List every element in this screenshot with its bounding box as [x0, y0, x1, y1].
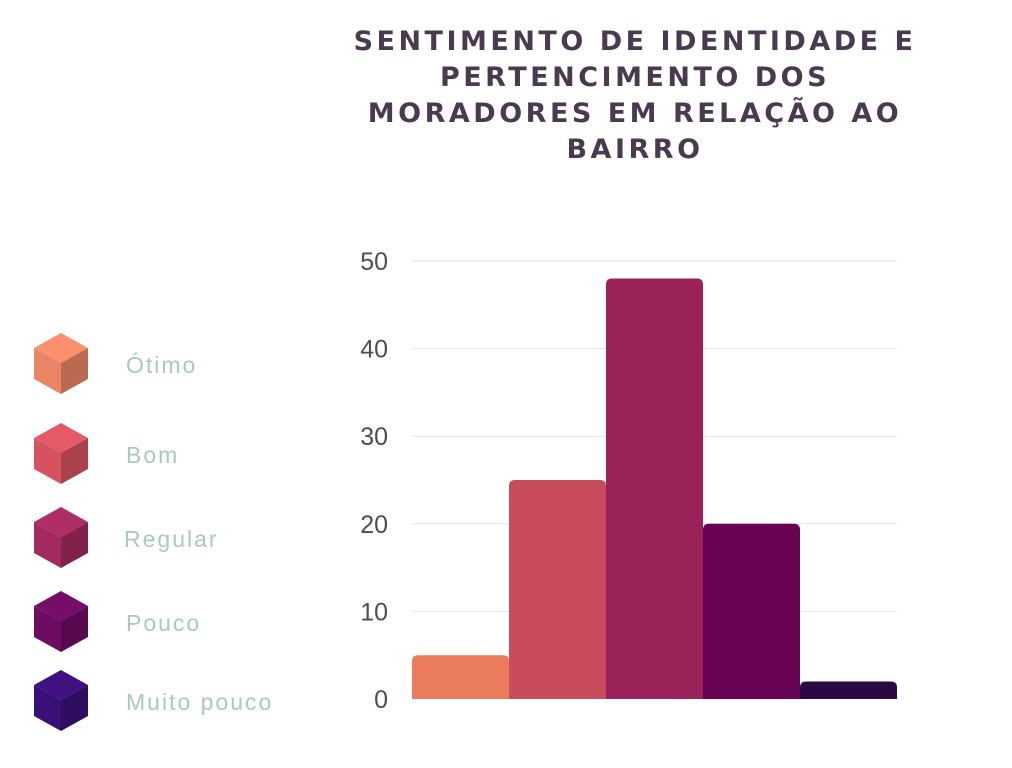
legend-item-bom: Bom — [30, 420, 340, 486]
bar-muito-pouco — [800, 681, 897, 699]
bar-bom — [509, 480, 606, 699]
y-tick-label: 20 — [360, 511, 388, 539]
cube-icon — [34, 333, 88, 394]
y-tick-label: 30 — [360, 423, 388, 451]
legend-label: Pouco — [126, 610, 202, 636]
bar-regular — [606, 278, 703, 699]
bar-ótimo — [412, 655, 509, 699]
legend-item-muito-pouco: Muito pouco — [30, 667, 340, 733]
chart-title: SENTIMENTO DE IDENTIDADE E PERTENCIMENTO… — [353, 26, 917, 165]
y-tick-label: 40 — [360, 336, 388, 364]
y-tick-label: 50 — [360, 248, 388, 276]
legend-label: Bom — [126, 442, 180, 468]
bar-pouco — [703, 523, 800, 699]
cube-icon — [34, 670, 88, 731]
cube-icon — [34, 423, 88, 484]
legend-label: Ótimo — [126, 352, 198, 378]
legend-label: Muito pouco — [126, 689, 274, 715]
legend-label: Regular — [124, 526, 219, 552]
legend-item-regular: Regular — [30, 504, 340, 570]
cube-icon — [34, 591, 88, 652]
cube-icon — [34, 507, 88, 568]
y-tick-label: 10 — [360, 598, 388, 626]
legend-item-pouco: Pouco — [30, 588, 340, 654]
legend-item-otimo: Ótimo — [30, 330, 340, 396]
y-tick-label: 0 — [374, 686, 388, 714]
